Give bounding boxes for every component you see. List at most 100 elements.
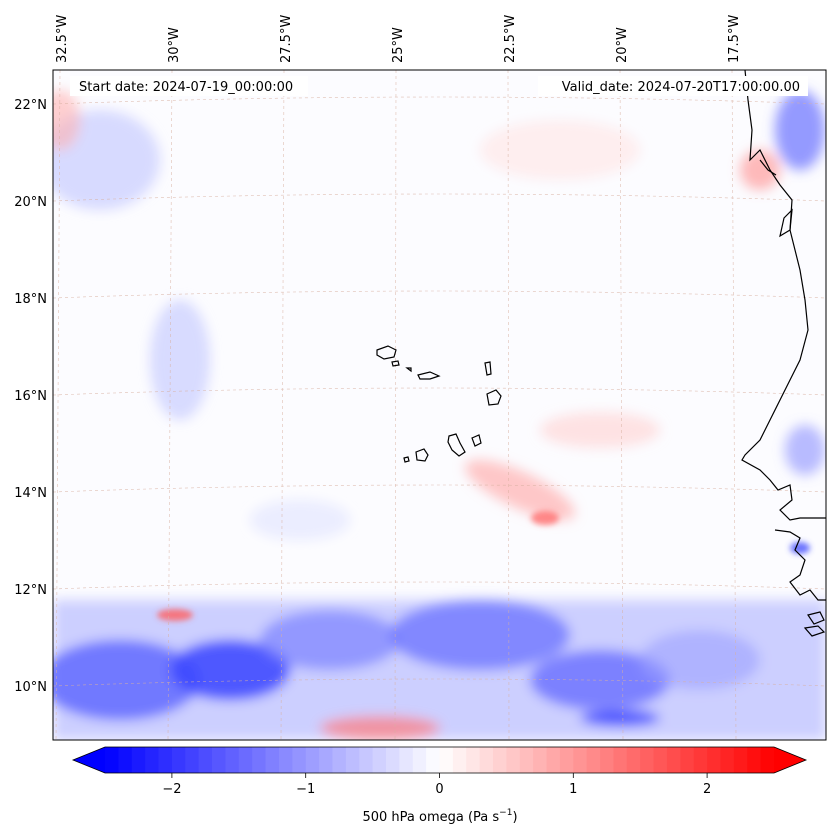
colorbar-segment [372, 747, 387, 773]
colorbar-tick-label: 0 [435, 782, 443, 797]
colorbar-segment [586, 747, 601, 773]
colorbar-segment [385, 747, 400, 773]
colorbar-tick-label: −2 [162, 782, 181, 797]
colorbar-segments [105, 747, 775, 773]
colorbar-segment [573, 747, 588, 773]
island-sao-vicente [391, 360, 400, 367]
colorbar-segment [640, 747, 654, 773]
lat-label-10n: 10°N [14, 680, 47, 695]
lat-label-20n: 20°N [14, 195, 47, 210]
lon-label-17-5w: 17.5°W [727, 15, 742, 63]
colorbar-segment [720, 747, 735, 773]
colorbar-segment [666, 747, 681, 773]
colorbar-segment [693, 747, 708, 773]
colorbar-segment [158, 747, 173, 773]
colorbar-segment [680, 747, 695, 773]
colorbar-segment [118, 747, 133, 773]
map-gridlines [53, 70, 826, 740]
lon-label-27-5w: 27.5°W [279, 15, 294, 63]
colorbar-segment [171, 747, 186, 773]
colorbar-label-text: 500 hPa omega (Pa s [362, 810, 499, 825]
colorbar-segment [319, 747, 333, 773]
island-maio [471, 434, 482, 447]
valid-date-box [538, 76, 808, 96]
colorbar-segment [493, 747, 507, 773]
colorbar-segment [345, 747, 360, 773]
map-panel: Start date: 2024-07-19_00:00:00 Valid_da… [52, 69, 827, 741]
lat-label-12n: 12°N [14, 583, 47, 598]
colorbar-segment [506, 747, 521, 773]
colorbar-label-exponent: −1 [499, 808, 512, 818]
colorbar-segment [252, 747, 266, 773]
colorbar-tick-label: 1 [569, 782, 577, 797]
colorbar-label-close: ) [512, 810, 517, 825]
lon-label-22-5w: 22.5°W [503, 15, 518, 63]
lon-label-30w: 30°W [167, 27, 182, 63]
start-date-label: Start date: 2024-07-19_00:00:00 [79, 80, 293, 95]
island-santo-antao [376, 345, 397, 360]
lon-label-32-5w: 32.5°W [55, 15, 70, 63]
colorbar-segment [131, 747, 146, 773]
colorbar-segment [412, 747, 427, 773]
colorbar-segment [359, 747, 373, 773]
colorbar-segment [305, 747, 320, 773]
west-africa-coastline [741, 70, 826, 521]
valid-date-label: Valid_date: 2024-07-20T17:00:00.00 [562, 80, 800, 95]
colorbar-tick-label: 2 [703, 782, 711, 797]
lat-label-18n: 18°N [14, 292, 47, 307]
colorbar-segment [198, 747, 213, 773]
island-santiago [447, 433, 466, 457]
island-brava [403, 456, 410, 463]
colorbar-segment [519, 747, 534, 773]
colorbar-segment [225, 747, 240, 773]
colorbar-segment [332, 747, 347, 773]
colorbar-segment [559, 747, 574, 773]
colorbar-segment [760, 747, 775, 773]
colorbar-outline [71, 746, 808, 774]
colorbar-extend-high [774, 747, 806, 773]
lat-label-14n: 14°N [14, 486, 47, 501]
colorbar-segment [613, 747, 628, 773]
colorbar-segment [479, 747, 494, 773]
island-sao-nicolau [417, 371, 441, 380]
colorbar-segment [600, 747, 614, 773]
colorbar-segment [747, 747, 762, 773]
island-boa-vista [486, 389, 502, 406]
island-fogo [415, 448, 429, 462]
colorbar-segment [105, 747, 119, 773]
colorbar-segment [265, 747, 280, 773]
omega-field [53, 90, 826, 740]
colorbar-segment [733, 747, 748, 773]
colorbar-segment [278, 747, 293, 773]
colorbar-segment [533, 747, 547, 773]
colorbar-ticks: −2 −1 0 1 2 [162, 773, 711, 797]
colorbar-segment [452, 747, 467, 773]
colorbar-tick-label: −1 [296, 782, 315, 797]
colorbar-label: 500 hPa omega (Pa s−1) [362, 808, 517, 825]
lat-label-16n: 16°N [14, 389, 47, 404]
island-santa-luzia [405, 367, 412, 373]
island-sal [484, 361, 492, 376]
colorbar-segment [466, 747, 481, 773]
colorbar-segment [546, 747, 561, 773]
lat-label-22n: 22°N [14, 98, 47, 113]
colorbar-segment [238, 747, 253, 773]
colorbar-segment [399, 747, 414, 773]
colorbar-segment [145, 747, 159, 773]
colorbar-segment [653, 747, 668, 773]
colorbar-segment [292, 747, 307, 773]
colorbar-extend-low [73, 747, 105, 773]
lon-label-25w: 25°W [391, 27, 406, 63]
latitude-labels: 22°N 20°N 18°N 16°N 14°N 12°N 10°N [14, 98, 47, 695]
start-date-box [70, 76, 308, 96]
map-frame [52, 69, 827, 741]
colorbar: −2 −1 0 1 2 500 hPa omega (Pa s−1) [71, 746, 808, 825]
colorbar-segment [185, 747, 200, 773]
coastlines [741, 70, 826, 637]
colorbar-segment [707, 747, 721, 773]
cape-verde-islands [376, 345, 502, 463]
colorbar-segment [439, 747, 454, 773]
colorbar-segment [212, 747, 226, 773]
longitude-labels: 32.5°W 30°W 27.5°W 25°W 22.5°W 20°W 17.5… [55, 15, 742, 63]
